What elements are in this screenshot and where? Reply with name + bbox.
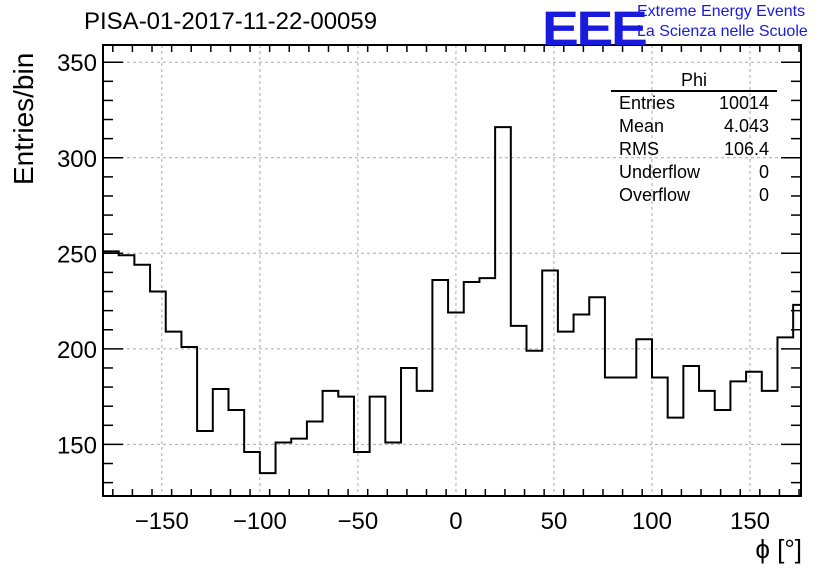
stats-label: Mean [619,116,665,136]
logo-caption: Extreme Energy Events La Scienza nelle S… [637,2,808,42]
stats-value: 4.043 [723,116,769,136]
stats-value: 0 [758,185,769,205]
y-tick-label: 250 [57,241,97,268]
chart-title: PISA-01-2017-11-22-00059 [84,8,378,35]
axis-tick-labels: −150 −100 −50 0 50 100 150 150 200 250 300 350 [57,50,770,535]
stats-row: RMS 106.4 [611,138,777,161]
plot-frame [102,44,802,497]
y-tick-label: 350 [57,50,97,77]
x-tick-label: 50 [541,508,568,535]
grid [103,45,801,496]
stats-value: 0 [758,162,769,182]
x-axis-label: ϕ [°] [755,534,802,564]
stats-label: Entries [619,93,676,113]
stats-label: RMS [619,139,659,159]
y-tick-label: 150 [57,432,97,459]
stats-row: Mean 4.043 [611,115,777,138]
stats-row: Underflow 0 [611,161,777,184]
x-tick-label: 150 [730,508,770,535]
stats-value: 106.4 [723,139,769,159]
x-tick-label: −100 [233,508,287,535]
stats-label: Overflow [619,185,691,205]
logo-line-1: Extreme Energy Events [637,3,806,20]
stats-title: Phi [611,70,777,92]
y-axis-label: Entries/bin [8,52,39,185]
x-tick-label: −50 [338,508,379,535]
stats-value: 10014 [718,93,769,113]
x-tick-label: 0 [449,508,462,535]
y-tick-label: 300 [57,146,97,173]
logo-line-2: La Scienza nelle Scuole [637,23,808,40]
axis-ticks [103,45,801,496]
stats-box: Phi Entries 10014 Mean 4.043 RMS 106.4 U… [611,70,777,207]
stats-row: Overflow 0 [611,184,777,207]
stats-label: Underflow [619,162,701,182]
eee-logo: EEE [542,3,648,56]
x-tick-label: 100 [632,508,672,535]
histogram-outline [102,126,802,496]
y-tick-label: 200 [57,337,97,364]
x-tick-label: −150 [135,508,189,535]
stats-row: Entries 10014 [611,92,777,115]
